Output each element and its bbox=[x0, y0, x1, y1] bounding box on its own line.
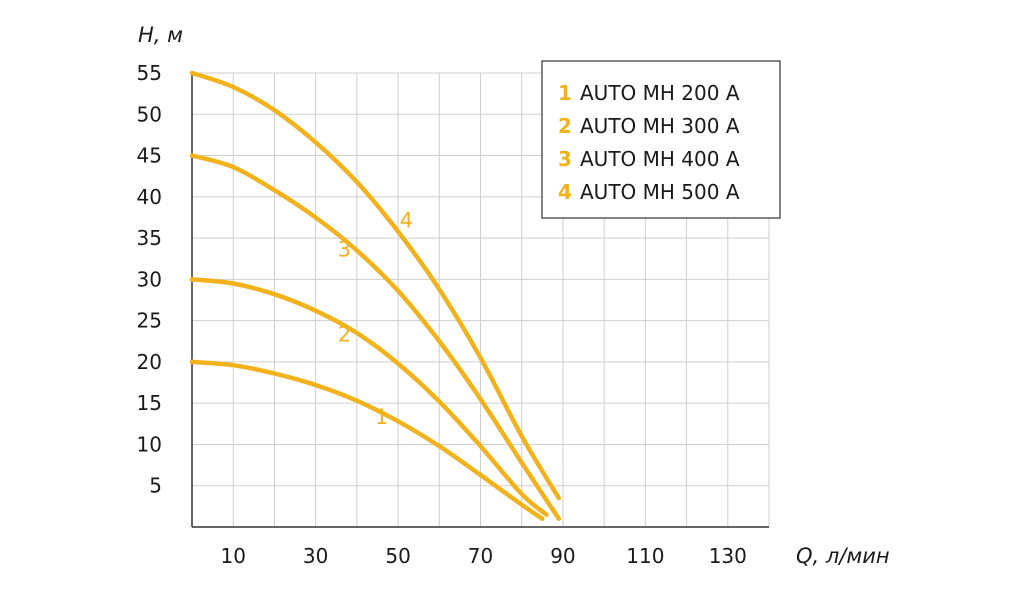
y-tick-label: 20 bbox=[137, 350, 162, 374]
y-axis-label: H, м bbox=[138, 23, 183, 47]
series-curve-2 bbox=[189, 277, 549, 517]
curve-label-2: 2 bbox=[338, 322, 351, 346]
legend-item-2: 2 AUTO MH 300 A bbox=[558, 114, 740, 138]
legend-item-1: 1 AUTO MH 200 A bbox=[558, 81, 740, 105]
x-tick-label: 50 bbox=[385, 544, 410, 568]
y-tick-label: 15 bbox=[137, 391, 162, 415]
y-tick-label: 25 bbox=[137, 309, 162, 333]
x-tick-label: 10 bbox=[220, 544, 245, 568]
y-tick-label: 40 bbox=[137, 185, 162, 209]
curve-labels: 1 2 3 4 bbox=[338, 208, 413, 428]
tick-labels: 10 30 50 70 90 110 130 5 10 15 20 25 30 35 40 45 50 55 bbox=[137, 61, 747, 568]
curve-label-1: 1 bbox=[375, 405, 388, 429]
legend-number: 3 bbox=[558, 147, 572, 171]
legend: 1 AUTO MH 200 A 2 AUTO MH 300 A 3 AUTO M… bbox=[541, 60, 781, 219]
y-tick-label: 50 bbox=[137, 102, 162, 126]
y-tick-label: 35 bbox=[137, 226, 162, 250]
y-tick-label: 55 bbox=[137, 61, 162, 85]
series-curve-3 bbox=[189, 153, 562, 521]
axes-layer bbox=[191, 73, 769, 528]
series-curve-4 bbox=[189, 70, 562, 501]
x-tick-label: 70 bbox=[468, 544, 493, 568]
y-tick-label: 30 bbox=[137, 267, 162, 291]
x-tick-label: 110 bbox=[626, 544, 664, 568]
legend-box bbox=[541, 60, 781, 219]
y-tick-label: 45 bbox=[137, 144, 162, 168]
legend-number: 2 bbox=[558, 114, 572, 138]
y-tick-label: 10 bbox=[137, 432, 162, 456]
x-axis-label: Q, л/мин bbox=[796, 544, 890, 568]
x-tick-label: 130 bbox=[709, 544, 747, 568]
legend-number: 4 bbox=[558, 180, 572, 204]
legend-number: 1 bbox=[558, 81, 572, 105]
legend-item-3: 3 AUTO MH 400 A bbox=[558, 147, 740, 171]
legend-label: AUTO MH 500 A bbox=[580, 180, 740, 204]
legend-item-4: 4 AUTO MH 500 A bbox=[558, 180, 740, 204]
legend-label: AUTO MH 200 A bbox=[580, 81, 740, 105]
series-curve-1 bbox=[189, 359, 545, 521]
legend-label: AUTO MH 300 A bbox=[580, 114, 740, 138]
y-tick-label: 5 bbox=[149, 474, 162, 498]
x-tick-label: 30 bbox=[303, 544, 328, 568]
legend-label: AUTO MH 400 A bbox=[580, 147, 740, 171]
series-layer bbox=[189, 70, 562, 521]
curve-label-4: 4 bbox=[400, 208, 413, 232]
x-tick-label: 90 bbox=[550, 544, 575, 568]
curve-label-3: 3 bbox=[338, 237, 351, 261]
